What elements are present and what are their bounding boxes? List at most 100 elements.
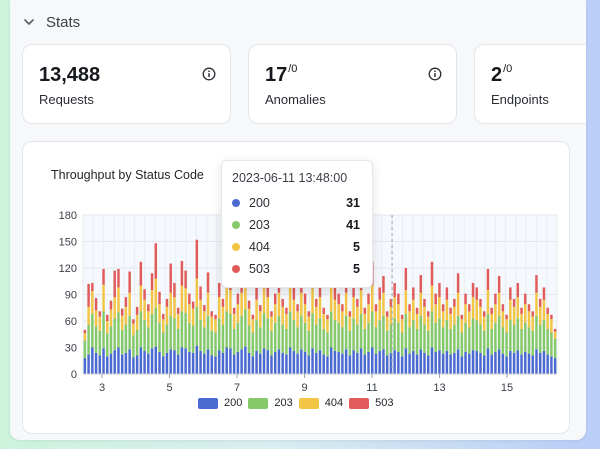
bar-segment-203 [378, 320, 381, 352]
bar-segment-503 [374, 304, 378, 312]
legend-item-503[interactable]: 503 [349, 397, 393, 409]
bar-segment-404 [524, 304, 527, 323]
bar-segment-404 [135, 314, 139, 330]
bar-segment-203 [195, 306, 199, 346]
bar-segment-404 [277, 292, 281, 316]
bar-segment-503 [385, 311, 389, 317]
bar-segment-503 [490, 307, 493, 314]
info-icon[interactable] [202, 67, 216, 81]
bar-segment-404 [315, 306, 318, 325]
bar-segment-200 [326, 356, 329, 374]
bar-segment-404 [91, 290, 94, 314]
bar-segment-200 [109, 353, 113, 374]
bar-segment-200 [497, 349, 501, 374]
bar-segment-404 [329, 285, 333, 312]
bar-segment-503 [117, 268, 120, 288]
bar-segment-404 [352, 297, 355, 319]
bar-segment-203 [490, 328, 493, 355]
bar-segment-200 [247, 352, 251, 374]
bar-segment-503 [367, 293, 370, 305]
bar-segment-503 [434, 293, 437, 305]
bar-segment-200 [91, 347, 94, 374]
bar-segment-203 [494, 322, 497, 352]
bar-segment-200 [527, 353, 531, 374]
bar-segment-203 [456, 315, 460, 350]
bar-segment-503 [91, 283, 94, 291]
bar-segment-203 [117, 312, 120, 348]
bar-segment-404 [423, 306, 426, 325]
card-label: Requests [39, 92, 94, 107]
bar-segment-503 [273, 293, 277, 305]
bar-segment-203 [288, 311, 292, 348]
bar-segment-503 [520, 307, 523, 314]
bar-segment-404 [150, 290, 154, 314]
bar-segment-404 [512, 306, 516, 325]
bar-segment-404 [266, 297, 269, 319]
bar-segment-404 [359, 290, 363, 314]
bar-segment-404 [479, 306, 482, 325]
bar-segment-203 [150, 313, 154, 349]
bar-segment-503 [430, 261, 434, 286]
bar-segment-503 [87, 283, 90, 307]
bar-segment-200 [132, 357, 135, 374]
bar-segment-503 [255, 286, 258, 300]
bar-segment-200 [191, 352, 195, 374]
bar-segment-404 [382, 292, 385, 316]
x-tick-label: 9 [301, 382, 307, 394]
info-icon[interactable] [428, 67, 442, 81]
bar-segment-203 [147, 327, 150, 354]
bar-segment-203 [218, 318, 221, 351]
bar-segment-203 [292, 320, 296, 352]
stats-section-header[interactable]: Stats [22, 9, 80, 35]
bar-segment-200 [255, 351, 258, 374]
bar-segment-200 [333, 351, 337, 374]
bar-segment-404 [542, 299, 546, 321]
bar-segment-404 [538, 306, 542, 325]
bar-segment-503 [188, 293, 191, 305]
bar-segment-503 [210, 311, 213, 317]
legend-item-404[interactable]: 404 [298, 397, 343, 409]
bar-segment-203 [180, 311, 184, 348]
bar-segment-503 [453, 298, 456, 307]
bar-segment-503 [535, 275, 538, 293]
bar-segment-200 [423, 352, 426, 374]
bar-segment-203 [408, 327, 411, 354]
bar-segment-503 [221, 298, 225, 307]
bar-segment-200 [434, 351, 437, 374]
bar-segment-503 [408, 304, 411, 312]
tooltip-timestamp: 2023-06-11 13:48:00 [232, 171, 348, 185]
legend-swatch [298, 397, 319, 409]
bar-segment-200 [535, 349, 538, 374]
bar-segment-503 [497, 275, 501, 293]
bar-segment-200 [285, 354, 288, 374]
bar-segment-200 [273, 351, 277, 374]
bar-segment-200 [389, 352, 393, 374]
bar-segment-404 [154, 278, 158, 308]
bar-segment-203 [412, 320, 415, 352]
card-value: 2/0 [491, 63, 513, 86]
bar-segment-200 [385, 355, 389, 374]
tooltip-value: 41 [346, 218, 360, 232]
bar-segment-200 [378, 351, 381, 374]
bar-segment-404 [434, 304, 437, 323]
bar-segment-200 [195, 345, 199, 374]
bar-segment-200 [367, 351, 370, 374]
bar-segment-200 [180, 347, 184, 374]
bar-segment-200 [199, 351, 202, 374]
chevron-down-icon[interactable] [22, 15, 36, 29]
bar-segment-404 [206, 292, 210, 316]
legend-item-200[interactable]: 200 [198, 397, 242, 409]
bar-segment-200 [188, 351, 191, 374]
tooltip-row: 200 31 [232, 195, 360, 211]
bar-segment-404 [468, 311, 471, 328]
bar-segment-203 [348, 330, 352, 356]
bar-segment-200 [460, 356, 464, 374]
bar-segment-200 [348, 355, 352, 374]
x-tick-label: 13 [433, 382, 445, 394]
bar-segment-503 [135, 306, 139, 315]
bar-segment-203 [397, 322, 400, 352]
x-tick-label: 11 [366, 382, 377, 394]
legend-item-203[interactable]: 203 [248, 397, 293, 409]
bar-segment-200 [363, 354, 367, 374]
bar-segment-503 [154, 243, 158, 279]
